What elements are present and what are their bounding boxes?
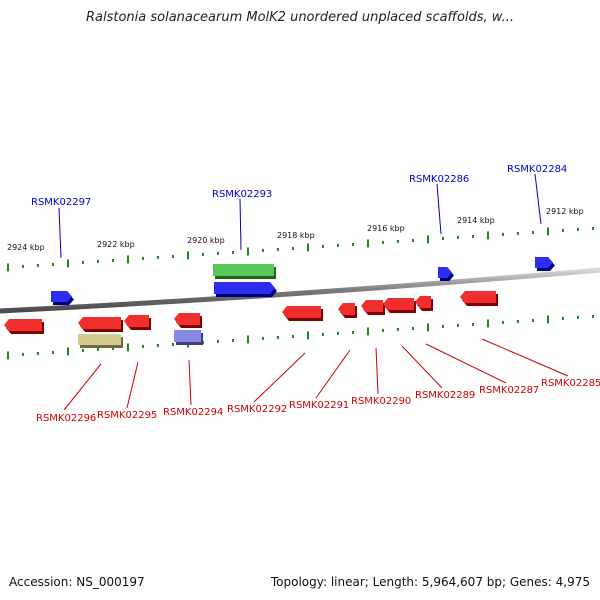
scale-label: 2914 kbp	[457, 216, 495, 225]
scale-labels: 2924 kbp 2922 kbp 2920 kbp 2918 kbp 2916 kbp…	[7, 207, 584, 252]
gene-label-forward[interactable]: RSMK02297	[31, 197, 91, 208]
gene-label-forward[interactable]: RSMK02293	[212, 189, 272, 200]
gene-feature[interactable]	[438, 267, 454, 281]
leader-line	[375, 347, 379, 395]
gene-feature[interactable]	[213, 264, 276, 279]
chromosome-backbone	[0, 267, 600, 314]
leader-line	[315, 349, 351, 399]
scale-label: 2924 kbp	[7, 243, 45, 252]
leader-line	[481, 338, 569, 377]
gene-feature[interactable]	[214, 282, 277, 297]
gene-feature[interactable]	[460, 291, 498, 306]
gene-feature[interactable]	[535, 257, 555, 271]
genome-summary-text: Topology: linear; Length: 5,964,607 bp; …	[270, 575, 590, 589]
gene-feature[interactable]	[338, 303, 357, 318]
gene-label-reverse[interactable]: RSMK02289	[415, 390, 475, 401]
gene-label-reverse[interactable]: RSMK02285	[541, 378, 600, 389]
gene-label-reverse[interactable]: RSMK02287	[479, 385, 539, 396]
upper-scale-ticks	[7, 226, 594, 272]
leader-line	[188, 359, 192, 406]
accession-text: Accession: NS_000197	[9, 575, 145, 589]
gene-feature[interactable]	[361, 300, 385, 315]
leader-line	[58, 207, 62, 259]
gene-label-reverse[interactable]: RSMK02290	[351, 396, 411, 407]
leader-line	[239, 198, 242, 251]
gene-feature[interactable]	[51, 291, 74, 305]
gene-features	[4, 257, 555, 348]
gene-feature[interactable]	[282, 306, 323, 321]
leader-line	[401, 345, 443, 389]
label-leader-lines	[58, 173, 569, 411]
gene-label-reverse[interactable]: RSMK02295	[97, 410, 157, 421]
leader-line	[253, 352, 306, 403]
gene-feature[interactable]	[383, 298, 416, 313]
gene-feature[interactable]	[4, 319, 44, 334]
leader-line	[63, 363, 102, 411]
gene-labels: RSMK02297 RSMK02293 RSMK02286 RSMK02284 RSMK…	[31, 164, 600, 424]
leader-line	[436, 183, 442, 235]
gene-label-reverse[interactable]: RSMK02291	[289, 400, 349, 411]
scale-label: 2920 kbp	[187, 236, 225, 245]
gene-feature[interactable]	[174, 313, 202, 328]
gene-feature[interactable]	[174, 330, 203, 345]
gene-label-forward[interactable]: RSMK02286	[409, 174, 469, 185]
gene-label-reverse[interactable]: RSMK02292	[227, 404, 287, 415]
gene-label-reverse[interactable]: RSMK02294	[163, 407, 223, 418]
scale-label: 2912 kbp	[546, 207, 584, 216]
scale-label: 2918 kbp	[277, 231, 315, 240]
gene-feature[interactable]	[124, 315, 151, 330]
scale-label: 2922 kbp	[97, 240, 135, 249]
lower-scale-ticks	[7, 314, 594, 360]
map-title: Ralstonia solanacearum MolK2 unordered u…	[85, 10, 514, 25]
gene-feature[interactable]	[415, 296, 433, 311]
gene-label-reverse[interactable]: RSMK02296	[36, 413, 96, 424]
scale-label: 2916 kbp	[367, 224, 405, 233]
gene-label-forward[interactable]: RSMK02284	[507, 164, 567, 175]
leader-line	[534, 173, 542, 225]
leader-line	[425, 343, 507, 384]
gene-feature[interactable]	[78, 334, 123, 348]
gene-feature[interactable]	[78, 317, 123, 332]
leader-line	[126, 361, 139, 409]
